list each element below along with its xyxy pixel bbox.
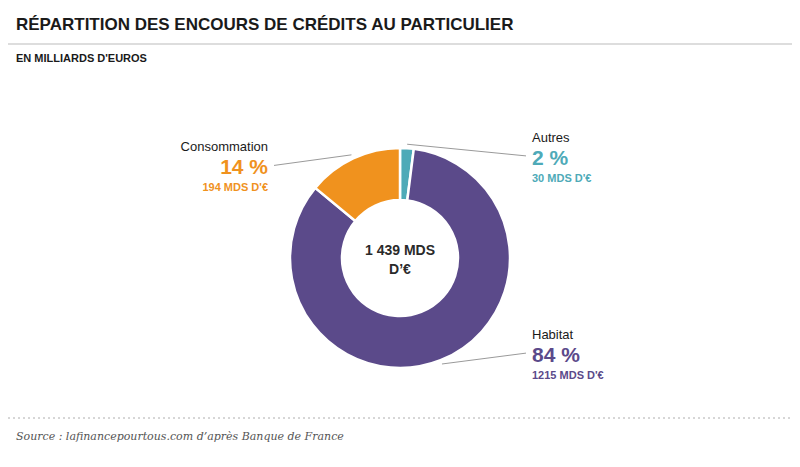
slice-percent: 2 % [532, 146, 569, 169]
slice-labels: Autres2 % 30 MDS D'€ Habitat84 % 1215 MDS D… [181, 130, 604, 381]
slice-amount: 30 MDS D'€ [532, 172, 591, 184]
slices [290, 148, 510, 368]
center-text: D’€ [389, 261, 411, 277]
center-text: 1 439 MDS [365, 242, 435, 258]
slice [290, 149, 510, 368]
source: Source : lafinancepourtous.com d’après B… [16, 430, 344, 443]
slice-name: Habitat [532, 327, 574, 342]
slice-name: Autres [532, 130, 570, 145]
title-rule [8, 44, 792, 45]
slice-amount: 194 MDS D'€ [202, 181, 268, 193]
slice [315, 148, 400, 221]
title: RÉPARTITION DES ENCOURS DE CRÉDITS AU PA… [16, 15, 513, 34]
chart: RÉPARTITION DES ENCOURS DE CRÉDITS AU PA… [0, 0, 800, 467]
slice-percent: 84 % [532, 343, 580, 366]
leader-line [407, 144, 526, 156]
slice-name: Consommation [181, 139, 268, 154]
leader-line [274, 155, 351, 166]
slice-amount: 1215 MDS D'€ [532, 369, 604, 381]
slice-percent: 14 % [220, 155, 268, 178]
subtitle: EN MILLIARDS D'EUROS [16, 52, 147, 64]
footer-rule [8, 418, 792, 419]
leader-line [442, 353, 526, 364]
